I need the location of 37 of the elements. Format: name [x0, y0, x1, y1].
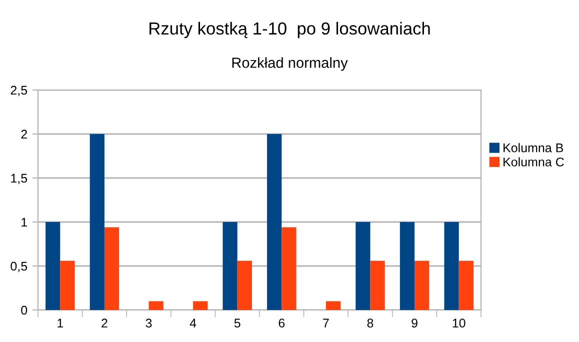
y-tick-label: 1,5 — [11, 174, 28, 184]
chart-title: Rzuty kostką 1-10 po 9 losowaniach — [150, 22, 430, 38]
x-tick-label: 2 — [102, 318, 108, 328]
x-tick-label: 4 — [190, 318, 196, 328]
y-tick-label: 1 — [22, 218, 27, 227]
bar — [148, 301, 164, 310]
bar — [60, 260, 75, 310]
bar — [326, 301, 341, 310]
bar — [90, 134, 104, 310]
chart-subtitle: Rozkład normalny — [232, 57, 348, 71]
bar — [414, 260, 430, 310]
x-tick-label: 9 — [412, 318, 418, 328]
bar — [104, 227, 120, 310]
x-tick-label: 10 — [452, 318, 466, 328]
bar — [222, 222, 238, 310]
x-tick-label: 5 — [234, 318, 240, 328]
bar — [46, 222, 60, 310]
x-tick-label: 6 — [278, 318, 285, 328]
bar — [458, 260, 474, 310]
bar — [282, 227, 296, 310]
legend-label: Kolumna C — [504, 157, 564, 166]
x-tick-label: 7 — [323, 318, 329, 328]
bar — [356, 222, 370, 310]
bar — [444, 222, 459, 310]
y-tick-label: 2,5 — [10, 86, 28, 96]
bar — [267, 134, 282, 310]
y-tick-label: 0,5 — [10, 262, 28, 272]
y-tick-label: 0 — [21, 306, 28, 315]
legend-label: Kolumna B — [504, 143, 564, 152]
bar — [193, 301, 208, 310]
y-tick-label: 2 — [21, 130, 27, 139]
x-tick-label: 8 — [367, 318, 374, 328]
bar — [400, 222, 415, 310]
x-tick-label: 3 — [146, 318, 152, 328]
x-tick-label: 1 — [58, 318, 64, 328]
bar — [237, 260, 252, 310]
bar — [370, 260, 385, 310]
